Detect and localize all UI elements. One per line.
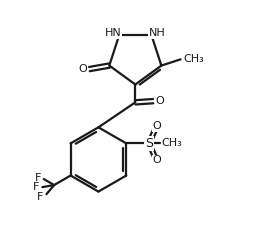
Text: CH₃: CH₃: [183, 54, 204, 64]
Text: HN: HN: [105, 28, 122, 38]
Text: S: S: [145, 137, 153, 150]
Text: F: F: [33, 182, 39, 192]
Text: O: O: [155, 96, 164, 106]
Text: O: O: [153, 121, 162, 132]
Text: CH₃: CH₃: [161, 138, 182, 149]
Text: F: F: [37, 192, 44, 202]
Text: –: –: [182, 54, 187, 64]
Text: F: F: [35, 173, 41, 183]
Text: NH: NH: [149, 28, 166, 38]
Text: O: O: [78, 64, 87, 74]
Text: O: O: [153, 155, 162, 165]
